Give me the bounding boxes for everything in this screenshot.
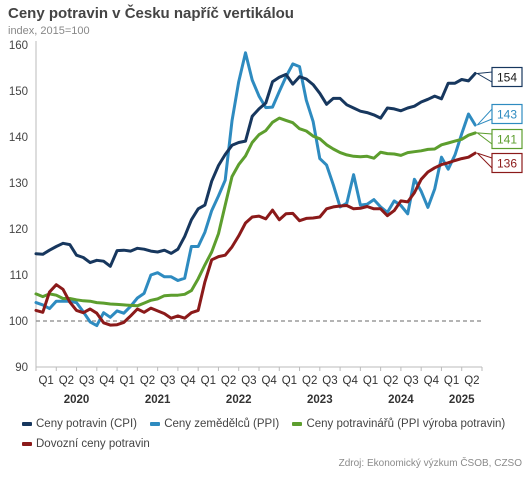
end-value-label: 136	[497, 157, 517, 171]
y-tick-label: 90	[15, 362, 28, 374]
end-label-pointer	[476, 152, 493, 170]
chart-subtitle: index, 2015=100	[8, 25, 90, 37]
end-label-box	[491, 103, 523, 125]
quarter-tick-label: Q2	[140, 375, 155, 387]
year-tick-label: 2025	[449, 394, 475, 406]
legend-item-import-prices: Dovozní ceny potravin	[22, 434, 150, 454]
quarter-tick-label: Q1	[120, 375, 135, 387]
quarter-tick-label: Q2	[464, 375, 479, 387]
y-tick-label: 100	[9, 316, 28, 328]
end-label-pointer	[475, 132, 493, 146]
quarter-tick-label: Q2	[221, 375, 236, 387]
legend-swatch-cpi	[22, 421, 32, 426]
legend-item-ppi: Ceny zemědělců (PPI)	[150, 414, 279, 434]
y-tick-label: 120	[9, 224, 28, 236]
quarter-tick-label: Q3	[241, 375, 256, 387]
year-tick-label: 2024	[388, 394, 414, 406]
quarter-tick-label: Q4	[343, 375, 359, 387]
quarter-tick-label: Q2	[302, 375, 317, 387]
series-line-1	[34, 51, 477, 328]
quarter-tick-label: Q4	[99, 375, 115, 387]
year-tick-label: 2023	[307, 394, 333, 406]
end-label-pointer	[476, 107, 493, 126]
quarter-tick-label: Q3	[160, 375, 175, 387]
year-tick-label: 2021	[145, 394, 171, 406]
y-tick-label: 150	[9, 86, 28, 98]
end-label-box	[491, 128, 523, 150]
quarter-tick-label: Q1	[201, 375, 216, 387]
legend-label-import-prices: Dovozní ceny potravin	[36, 438, 150, 450]
quarter-tick-label: Q2	[383, 375, 398, 387]
quarter-tick-label: Q1	[38, 375, 53, 387]
quarter-tick-label: Q4	[180, 375, 196, 387]
end-value-label: 143	[497, 108, 517, 122]
y-tick-label: 110	[10, 270, 28, 282]
quarter-tick-label: Q1	[282, 375, 297, 387]
legend-swatch-ppi	[150, 421, 161, 426]
end-value-label: 141	[497, 133, 517, 147]
y-tick-label: 160	[9, 40, 28, 52]
legend-label-ppi: Ceny zemědělců (PPI)	[164, 418, 280, 430]
legend-swatch-import-prices	[22, 441, 32, 446]
quarter-tick-label: Q3	[79, 375, 94, 387]
quarter-tick-label: Q4	[424, 375, 440, 387]
end-label-box	[491, 152, 523, 174]
quarter-tick-label: Q3	[322, 375, 337, 387]
series-line-3	[34, 151, 477, 327]
y-tick-label: 140	[9, 132, 28, 144]
series-line-2	[34, 116, 477, 308]
quarter-tick-label: Q1	[444, 375, 459, 387]
end-label-box	[491, 66, 523, 88]
end-value-label: 154	[497, 71, 517, 85]
legend-label-cpi: Ceny potravin (CPI)	[36, 418, 137, 430]
end-label-pointer	[475, 71, 493, 83]
quarter-tick-label: Q4	[261, 375, 277, 387]
quarter-tick-label: Q2	[59, 375, 74, 387]
legend-swatch-food-producers	[292, 421, 303, 426]
year-tick-label: 2022	[226, 394, 252, 406]
chart-legend: Ceny potravin (CPI) Ceny zemědělců (PPI)…	[22, 414, 527, 454]
line-chart: 90 100 110 120 130 140 150 160 Q1 Q2 Q3 Q4 Q1 Q2 Q3 Q4 Q…	[9, 40, 523, 406]
legend-item-food-producers: Ceny potravinářů (PPI výroba potravin)	[292, 414, 505, 434]
source-note: Zdroj: Ekonomický výzkum ČSOB, CZSO	[338, 458, 522, 469]
quarter-tick-label: Q3	[403, 375, 418, 387]
chart-title: Ceny potravin v Česku napříč vertikálou	[8, 5, 294, 22]
series-line-0	[34, 72, 477, 268]
year-tick-label: 2020	[64, 394, 90, 406]
y-tick-label: 130	[9, 178, 28, 190]
legend-item-cpi: Ceny potravin (CPI)	[22, 414, 137, 434]
quarter-tick-label: Q1	[363, 375, 378, 387]
legend-label-food-producers: Ceny potravinářů (PPI výroba potravin)	[306, 418, 506, 430]
